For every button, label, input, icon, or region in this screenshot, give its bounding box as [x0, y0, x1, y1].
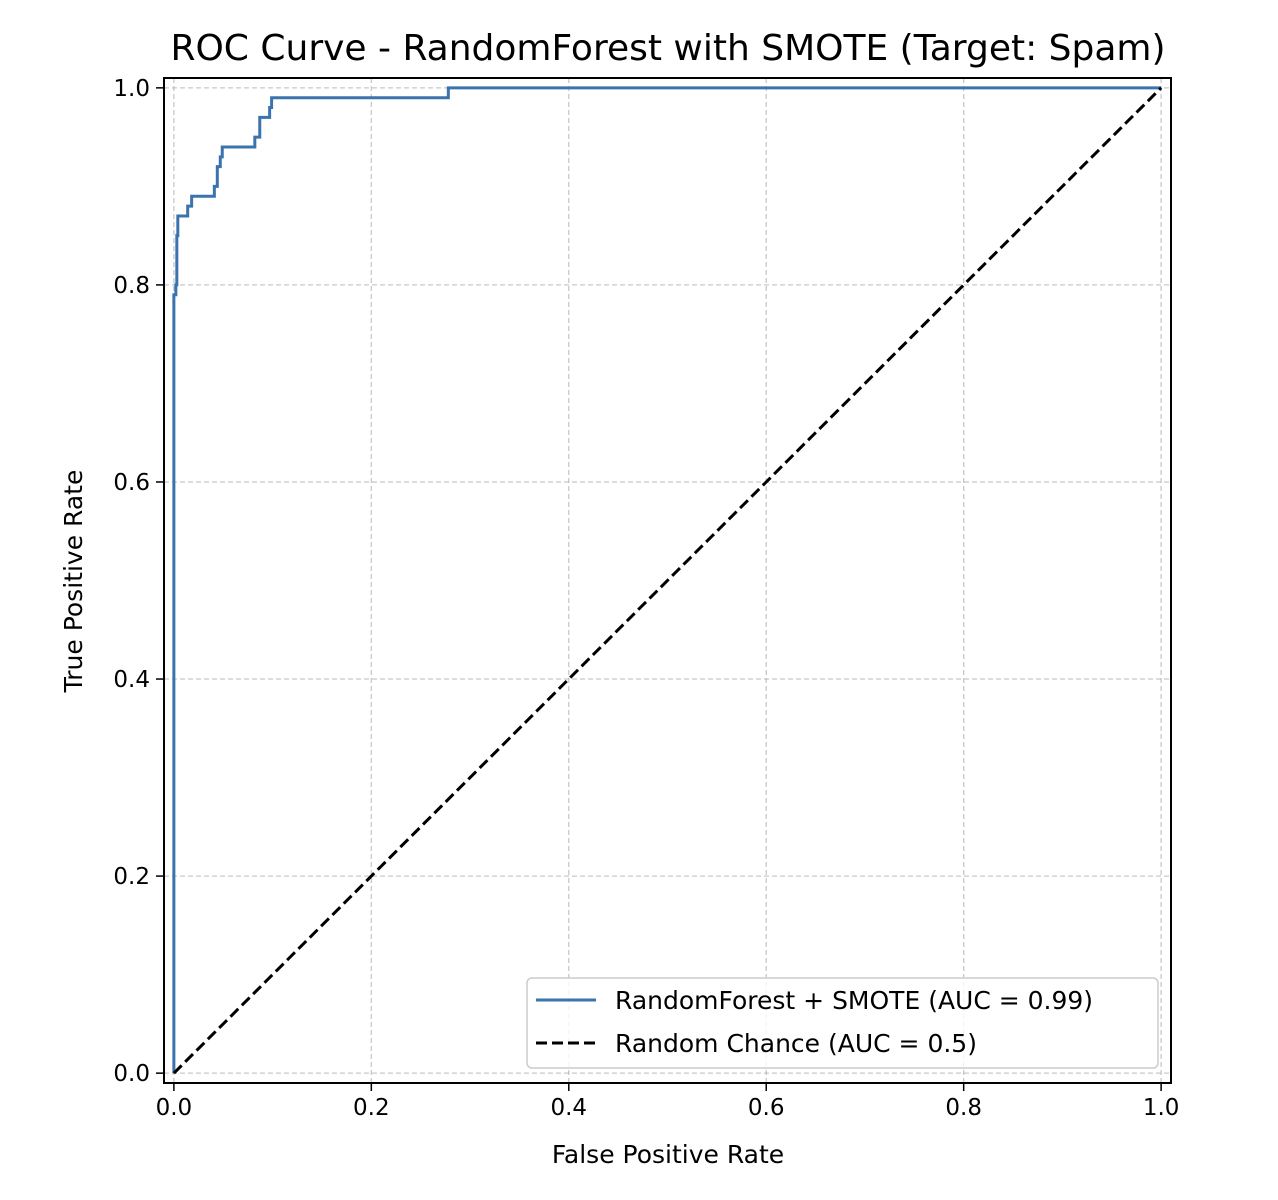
x-axis-label: False Positive Rate — [552, 1140, 784, 1169]
y-tick-label: 0.6 — [113, 470, 150, 496]
legend: RandomForest + SMOTE (AUC = 0.99) Random… — [526, 977, 1159, 1069]
random-chance-line — [172, 86, 1163, 1075]
roc-curve-line — [172, 86, 1162, 1074]
legend-box — [526, 977, 1159, 1069]
chart-title: ROC Curve - RandomForest with SMOTE (Tar… — [170, 28, 1165, 69]
plot-frame — [163, 77, 1172, 1084]
x-tick-label: 0.6 — [748, 1095, 785, 1121]
y-tick-label: 0.8 — [113, 273, 150, 299]
legend-label-random: Random Chance (AUC = 0.5) — [615, 1029, 977, 1058]
x-tick-label: 0.2 — [353, 1095, 390, 1121]
x-tick-label: 0.8 — [945, 1095, 982, 1121]
y-axis-label: True Positive Rate — [59, 470, 88, 694]
axis-ticks: 0.0 0.2 0.4 0.6 0.8 1.0 0.0 0.2 0.4 0.6 0.8 1.0 — [113, 76, 1179, 1121]
x-tick-label: 0.4 — [550, 1095, 587, 1121]
y-tick-label: 0.0 — [113, 1061, 150, 1087]
y-tick-label: 0.4 — [113, 667, 150, 693]
y-tick-label: 1.0 — [113, 76, 150, 102]
x-tick-label: 0.0 — [156, 1095, 193, 1121]
x-tick-label: 1.0 — [1143, 1095, 1180, 1121]
y-tick-label: 0.2 — [113, 864, 150, 890]
legend-label-roc: RandomForest + SMOTE (AUC = 0.99) — [615, 986, 1093, 1015]
plot-series — [172, 86, 1163, 1075]
